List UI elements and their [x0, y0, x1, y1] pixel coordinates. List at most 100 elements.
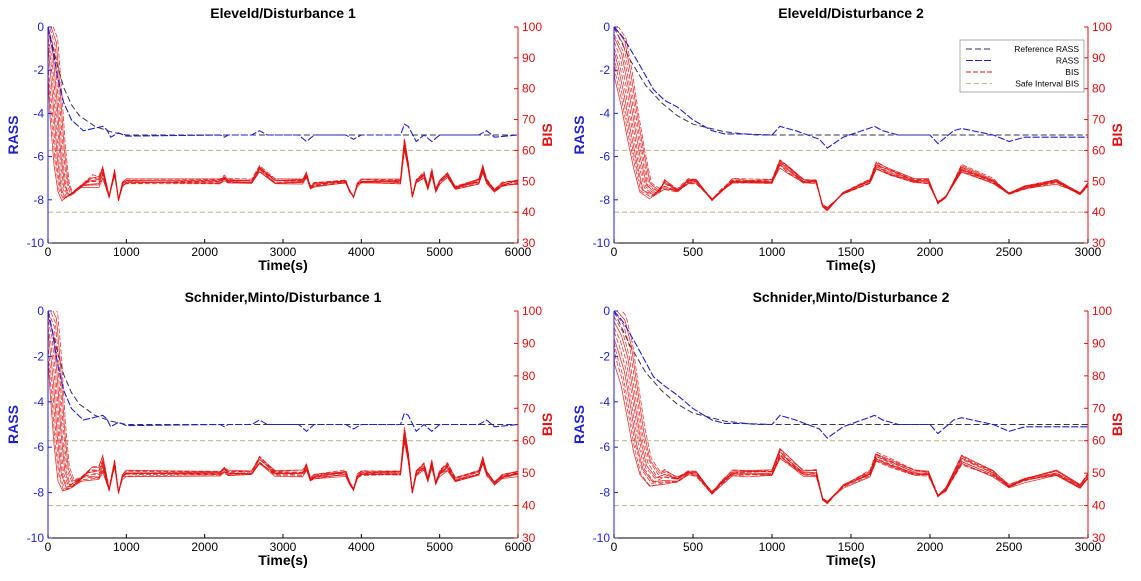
x-tick-label: 2500: [996, 245, 1023, 259]
panel-3: Schnider,Minto/Disturbance 10 1000 2000 300…: [5, 289, 555, 568]
legend-entry: Safe Interval BIS: [1015, 79, 1079, 89]
right-tick-label: 30: [1092, 531, 1106, 545]
bis-line-1: [614, 353, 1088, 503]
bis-line-10: [614, 27, 1088, 211]
right-y-axis-label: BIS: [1109, 123, 1125, 146]
left-tick-label: -4: [33, 106, 44, 120]
right-y-axis-label: BIS: [1109, 413, 1125, 436]
x-tick-label: 500: [683, 540, 703, 554]
bis-line-3: [48, 335, 518, 493]
bis-line-2: [48, 54, 518, 201]
bis-line-10: [52, 311, 518, 493]
right-tick-label: 90: [1092, 336, 1106, 350]
x-tick-label: 1500: [838, 540, 865, 554]
bis-line-7: [48, 30, 518, 201]
reference-rass-line: [614, 311, 1088, 425]
right-tick-label: 30: [522, 236, 536, 250]
x-tick-label: 1000: [759, 540, 786, 554]
right-tick-label: 100: [1092, 20, 1112, 34]
right-tick-label: 100: [522, 20, 542, 34]
x-tick-label: 4000: [348, 540, 375, 554]
right-tick-label: 70: [1092, 401, 1106, 415]
left-tick-label: -4: [33, 395, 44, 409]
left-tick-label: -8: [33, 486, 44, 500]
x-tick-label: 2000: [917, 540, 944, 554]
reference-rass-line: [48, 27, 518, 136]
bis-line-5: [48, 326, 518, 492]
right-tick-label: 50: [522, 466, 536, 480]
bis-line-9: [614, 311, 1088, 504]
right-y-axis-label: BIS: [539, 123, 555, 146]
left-y-axis-label: RASS: [5, 116, 21, 155]
right-tick-label: 80: [1092, 82, 1106, 96]
chart-title: Eleveld/Disturbance 2: [778, 5, 924, 21]
x-tick-label: 1000: [113, 540, 140, 554]
rass-line: [614, 27, 1088, 149]
right-tick-label: 90: [522, 51, 536, 65]
x-tick-label: 3000: [270, 540, 297, 554]
bis-line-8: [614, 34, 1088, 211]
bis-line-3: [614, 342, 1088, 504]
right-y-axis-label: BIS: [539, 413, 555, 436]
left-tick-label: -4: [599, 395, 610, 409]
bis-line-9: [614, 27, 1088, 212]
left-tick-label: -2: [33, 349, 44, 363]
plot-area: [614, 27, 1088, 213]
left-tick-label: -4: [599, 106, 610, 120]
x-tick-label: 1000: [113, 245, 140, 259]
legend-entry: RASS: [1056, 56, 1079, 66]
left-tick-label: 0: [603, 20, 610, 34]
left-tick-label: -10: [27, 531, 45, 545]
x-tick-label: 2000: [191, 540, 218, 554]
right-tick-label: 60: [1092, 434, 1106, 448]
x-tick-label: 1000: [759, 245, 786, 259]
x-tick-label: 3000: [270, 245, 297, 259]
right-tick-label: 40: [522, 205, 536, 219]
bis-line-8: [614, 316, 1088, 503]
left-tick-label: -2: [33, 63, 44, 77]
right-tick-label: 70: [522, 401, 536, 415]
x-tick-label: 2500: [996, 540, 1023, 554]
x-tick-label: 6000: [505, 245, 532, 259]
rass-line: [48, 27, 518, 143]
right-tick-label: 40: [1092, 205, 1106, 219]
left-tick-label: -2: [599, 63, 610, 77]
bis-line-11: [621, 311, 1088, 503]
x-tick-label: 0: [45, 540, 52, 554]
bis-line-8: [48, 311, 518, 494]
right-tick-label: 70: [1092, 113, 1106, 127]
legend-entry: BIS: [1065, 67, 1079, 77]
x-tick-label: 0: [611, 540, 618, 554]
left-tick-label: -6: [33, 150, 44, 164]
left-tick-label: -2: [599, 349, 610, 363]
left-tick-label: 0: [37, 304, 44, 318]
left-y-axis-label: RASS: [571, 116, 587, 155]
right-tick-label: 30: [1092, 236, 1106, 250]
left-tick-label: -8: [599, 486, 610, 500]
left-y-axis-label: RASS: [5, 405, 21, 444]
left-tick-label: -10: [593, 531, 611, 545]
right-tick-label: 100: [1092, 304, 1112, 318]
x-tick-label: 4000: [348, 245, 375, 259]
left-y-axis-label: RASS: [571, 405, 587, 444]
left-tick-label: -8: [599, 193, 610, 207]
bis-line-1: [48, 59, 518, 202]
x-tick-label: 6000: [505, 540, 532, 554]
right-tick-label: 80: [522, 82, 536, 96]
chart-title: Eleveld/Disturbance 1: [210, 5, 356, 21]
x-tick-label: 5000: [426, 540, 453, 554]
right-tick-label: 60: [522, 143, 536, 157]
chart-title: Schnider,Minto/Disturbance 2: [753, 289, 950, 305]
right-tick-label: 50: [1092, 466, 1106, 480]
left-tick-label: -6: [599, 440, 610, 454]
rass-line: [614, 311, 1088, 439]
left-tick-label: -8: [33, 193, 44, 207]
x-tick-label: 0: [611, 245, 618, 259]
right-tick-label: 80: [1092, 369, 1106, 383]
rass-line: [48, 311, 518, 433]
panel-4: Schnider,Minto/Disturbance 2 0 500 1000 1500…: [571, 289, 1125, 568]
bis-line-11: [52, 27, 518, 200]
right-tick-label: 50: [1092, 174, 1106, 188]
